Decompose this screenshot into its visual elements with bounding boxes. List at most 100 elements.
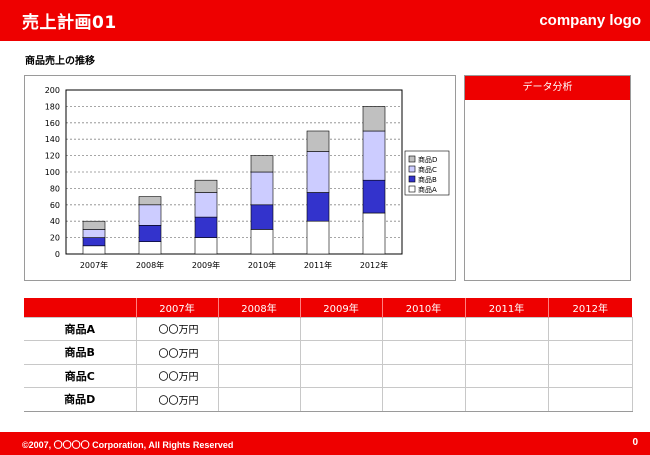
- x-tick-label: 2009年: [192, 260, 220, 270]
- table-row: 商品C 〇〇万円: [24, 363, 633, 388]
- bar-segment: [82, 245, 106, 255]
- bar-segment: [362, 130, 386, 181]
- bar-segment: [194, 216, 218, 238]
- page-title: 売上計画01: [22, 13, 117, 33]
- row-label: 商品B: [24, 340, 137, 365]
- x-tick-label: 2011年: [304, 260, 332, 270]
- table-cell: 〇〇万円: [135, 387, 219, 412]
- y-tick-label: 140: [45, 135, 60, 144]
- table-header-cell: 2007年: [135, 298, 218, 317]
- legend-swatch: [408, 155, 416, 163]
- bar-segment: [250, 155, 274, 173]
- y-tick-label: 120: [45, 152, 60, 161]
- bar-segment: [306, 151, 330, 193]
- table-header-cell: 2009年: [299, 298, 382, 317]
- table-cell: [547, 340, 633, 365]
- bar-segment: [138, 241, 162, 255]
- table-cell: [464, 363, 549, 388]
- bar-segment: [306, 130, 330, 152]
- bar-segment: [194, 179, 218, 193]
- bar-segment: [362, 106, 386, 132]
- table-cell: [299, 387, 383, 412]
- data-analysis-panel: データ分析: [464, 75, 631, 281]
- table-header-cell: 2012年: [547, 298, 632, 317]
- company-logo: company logo: [539, 12, 641, 29]
- bar-segment: [362, 179, 386, 214]
- table-cell: 〇〇万円: [135, 316, 219, 341]
- page-number: 0: [632, 437, 638, 448]
- bar-segment: [138, 196, 162, 206]
- table-header-cell: 2010年: [381, 298, 465, 317]
- table-cell: [547, 316, 633, 341]
- bar-segment: [194, 192, 218, 218]
- bar-segment: [250, 204, 274, 230]
- table-cell: [381, 387, 466, 412]
- table-row: 商品B 〇〇万円: [24, 340, 633, 365]
- y-tick-label: 0: [55, 250, 60, 259]
- table-cell: 〇〇万円: [135, 340, 219, 365]
- bar-segment: [250, 171, 274, 206]
- bar-segment: [82, 220, 106, 230]
- y-tick-label: 20: [50, 234, 60, 243]
- stacked-bar-chart: 0 20 40 60 80 100 120 140 160 180 200 2007年 2008年 200…: [45, 86, 450, 270]
- legend-label: 商品B: [418, 175, 437, 184]
- bar-segment: [362, 212, 386, 255]
- y-tick-label: 180: [45, 102, 60, 111]
- table-cell: [217, 363, 301, 388]
- header-bar: 売上計画01 company logo: [0, 0, 650, 41]
- y-tick-label: 40: [50, 217, 60, 226]
- bar-segment: [138, 225, 162, 243]
- sales-table: 2007年 2008年 2009年 2010年 2011年 2012年 商品A …: [24, 298, 633, 412]
- y-tick-label: 100: [45, 168, 60, 177]
- y-tick-label: 80: [50, 184, 60, 193]
- sales-chart: 0 20 40 60 80 100 120 140 160 180 200 2007年 2008年 200…: [24, 75, 456, 281]
- table-header-cell: 2011年: [464, 298, 548, 317]
- table-header-cell: [24, 298, 136, 317]
- x-tick-label: 2007年: [80, 260, 108, 270]
- table-row: 商品D 〇〇万円: [24, 387, 633, 412]
- y-tick-label: 160: [45, 119, 60, 128]
- bar-segment: [138, 204, 162, 226]
- legend-swatch: [408, 175, 416, 183]
- table-cell: [217, 340, 301, 365]
- x-tick-label: 2010年: [248, 260, 276, 270]
- table-cell: [381, 316, 466, 341]
- table-cell: [299, 363, 383, 388]
- x-tick-label: 2008年: [136, 260, 164, 270]
- bar-segment: [306, 220, 330, 255]
- table-cell: [547, 387, 633, 412]
- table-cell: [381, 363, 466, 388]
- row-label: 商品D: [24, 387, 137, 412]
- legend-label: 商品D: [418, 155, 437, 164]
- table-cell: [547, 363, 633, 388]
- bar-segment: [306, 192, 330, 222]
- table-cell: [381, 340, 466, 365]
- table-cell: [299, 340, 383, 365]
- y-tick-label: 200: [45, 86, 60, 95]
- row-label: 商品A: [24, 316, 137, 341]
- bar-segment: [250, 229, 274, 255]
- y-tick-label: 60: [50, 201, 60, 210]
- table-row: 商品A 〇〇万円: [24, 316, 633, 341]
- x-tick-label: 2012年: [360, 260, 388, 270]
- table-cell: [217, 316, 301, 341]
- table-header-row: 2007年 2008年 2009年 2010年 2011年 2012年: [24, 298, 632, 317]
- row-label: 商品C: [24, 363, 137, 388]
- bar-segment: [194, 237, 218, 255]
- table-cell: [299, 316, 383, 341]
- data-analysis-title: データ分析: [465, 76, 630, 100]
- bar-segment: [82, 229, 106, 238]
- table-cell: [217, 387, 301, 412]
- table-cell: [464, 387, 549, 412]
- table-cell: [464, 316, 549, 341]
- table-cell: 〇〇万円: [135, 363, 219, 388]
- plot-area: [65, 89, 403, 255]
- copyright-text: ©2007, 〇〇〇〇 Corporation, All Rights Rese…: [22, 440, 234, 450]
- section-title: 商品売上の推移: [25, 56, 95, 67]
- legend-swatch: [408, 165, 416, 173]
- legend-label: 商品C: [418, 165, 437, 174]
- legend-label: 商品A: [418, 185, 437, 194]
- footer-bar: ©2007, 〇〇〇〇 Corporation, All Rights Rese…: [0, 432, 650, 455]
- legend-swatch: [408, 185, 416, 193]
- bar-segment: [82, 237, 106, 247]
